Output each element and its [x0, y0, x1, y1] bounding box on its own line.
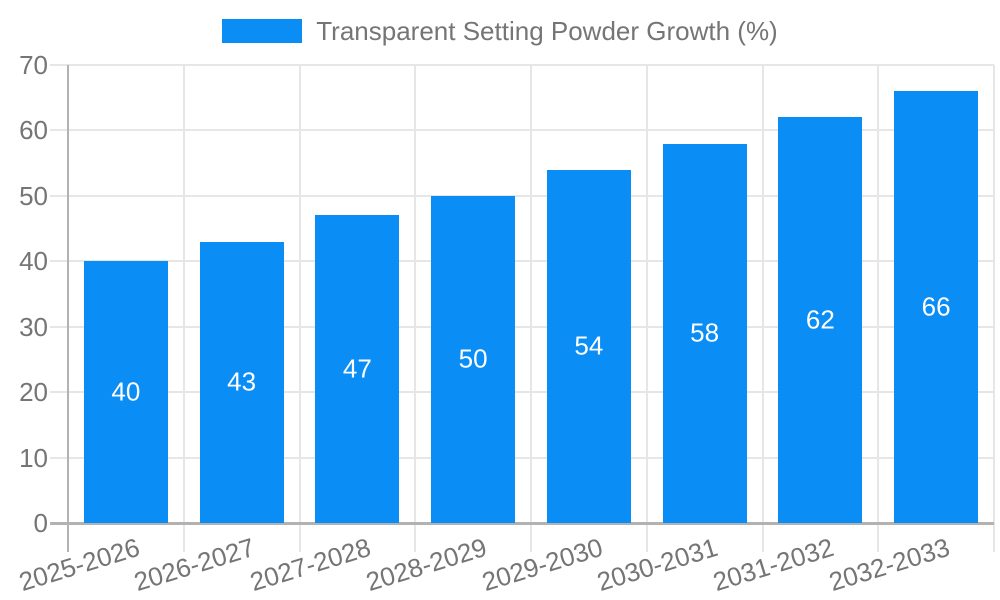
x-axis-tick-label: 2032-2033 [825, 532, 953, 598]
y-axis-tick [50, 260, 68, 263]
bar-2027-2028 [315, 215, 400, 523]
y-axis-tick [50, 456, 68, 459]
bar-value-label: 50 [458, 343, 488, 374]
h-gridline [68, 194, 994, 197]
y-axis-tick-label: 20 [19, 377, 48, 408]
bar-2026-2027 [199, 241, 284, 523]
bar-2030-2031 [662, 143, 747, 523]
bar-value-label: 62 [805, 304, 835, 335]
y-axis-line [67, 65, 69, 552]
y-axis-tick-label: 60 [19, 115, 48, 146]
h-gridline [68, 325, 994, 328]
v-gridline [761, 65, 764, 552]
x-axis-tick-label: 2029-2030 [477, 532, 606, 598]
v-gridline [877, 65, 880, 552]
bar-2032-2033 [894, 91, 979, 523]
x-axis-baseline [50, 522, 994, 525]
bar-2025-2026 [83, 261, 168, 523]
h-gridline [68, 260, 994, 263]
legend: Transparent Setting Powder Growth (%) [0, 16, 1000, 46]
h-gridline [68, 129, 994, 132]
h-gridline [68, 64, 994, 66]
legend-label: Transparent Setting Powder Growth (%) [316, 16, 778, 46]
x-axis-tick-label: 2025-2026 [14, 532, 143, 598]
y-axis-tick-label: 70 [19, 50, 48, 80]
bar-value-label: 54 [574, 330, 604, 361]
bar-2028-2029 [431, 195, 516, 523]
v-gridline [645, 65, 648, 552]
v-gridline [530, 65, 532, 552]
y-axis-tick [50, 391, 68, 394]
y-axis-tick [50, 194, 68, 197]
x-axis-tick-label: 2031-2032 [709, 532, 838, 598]
v-gridline [993, 65, 995, 552]
x-axis-tick-label: 2028-2029 [362, 532, 490, 598]
x-axis-tick-label: 2027-2028 [246, 532, 375, 598]
y-axis-tick [50, 325, 68, 328]
x-axis-tick-label: 2026-2027 [130, 532, 259, 598]
y-axis-tick-label: 40 [19, 246, 48, 277]
y-axis-tick-label: 0 [33, 508, 48, 538]
bar-value-label: 43 [227, 366, 257, 397]
y-axis-tick-label: 30 [19, 311, 48, 342]
bar-value-label: 58 [690, 317, 720, 348]
v-gridline [414, 65, 417, 552]
y-axis-tick-label: 10 [19, 442, 48, 473]
bar-value-label: 66 [921, 291, 951, 322]
h-gridline [68, 456, 994, 459]
y-axis-tick [50, 64, 68, 66]
bar-2031-2032 [778, 117, 863, 523]
h-gridline [68, 391, 994, 394]
legend-swatch [222, 19, 303, 43]
y-axis-tick [50, 129, 68, 132]
x-axis-tick-label: 2030-2031 [593, 532, 722, 598]
bar-value-label: 40 [111, 376, 141, 407]
bar-2029-2030 [546, 169, 631, 523]
v-gridline [298, 65, 301, 552]
v-gridline [182, 65, 185, 552]
bar-value-label: 47 [342, 353, 372, 384]
y-axis-tick-label: 50 [19, 180, 48, 211]
